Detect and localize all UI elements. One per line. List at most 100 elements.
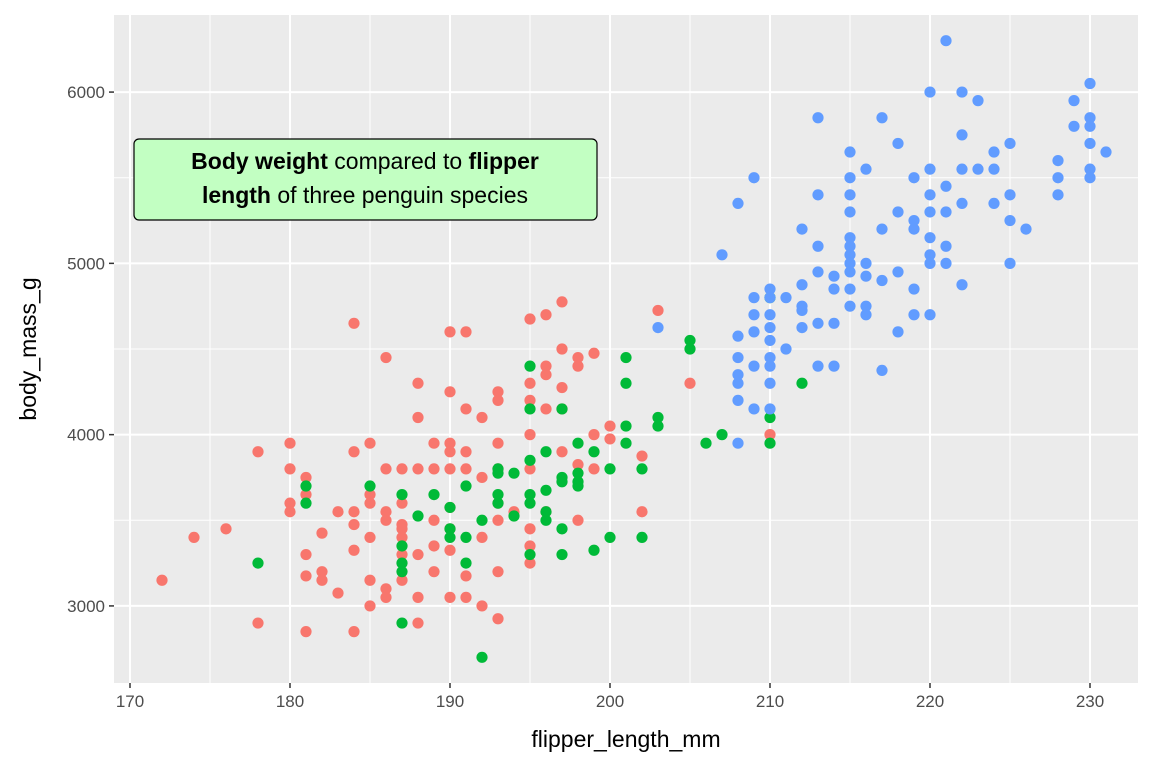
data-point	[892, 206, 904, 218]
data-point	[1068, 120, 1080, 132]
data-point	[924, 257, 936, 269]
data-point	[828, 283, 840, 295]
data-point	[460, 446, 472, 458]
data-point	[844, 232, 856, 244]
data-point	[284, 463, 296, 475]
data-point	[524, 557, 536, 569]
data-point	[988, 146, 1000, 158]
data-point	[524, 377, 536, 389]
data-point	[444, 591, 456, 603]
data-point	[924, 163, 936, 175]
data-point	[796, 279, 808, 291]
data-point	[812, 317, 824, 329]
data-point	[844, 300, 856, 312]
data-point	[844, 283, 856, 295]
data-point	[988, 197, 1000, 210]
data-point	[812, 112, 824, 124]
data-point	[412, 510, 424, 522]
data-point	[748, 326, 760, 338]
data-point	[764, 429, 776, 441]
data-point	[1084, 163, 1096, 175]
annotation-background	[133, 138, 598, 221]
data-point	[556, 523, 568, 535]
data-point	[396, 488, 408, 501]
data-point	[396, 617, 408, 629]
data-point	[476, 651, 488, 663]
data-point	[588, 347, 600, 359]
data-point	[780, 343, 792, 355]
data-point	[524, 488, 536, 501]
data-point	[1004, 137, 1016, 150]
data-point	[940, 35, 952, 47]
data-point	[828, 270, 840, 282]
data-point	[700, 437, 712, 449]
data-point	[1052, 189, 1064, 201]
data-point	[444, 501, 456, 514]
data-point	[524, 394, 536, 406]
data-point	[956, 197, 968, 210]
data-point	[732, 197, 744, 210]
data-point	[876, 274, 888, 287]
data-point	[540, 309, 552, 321]
y-tick-label: 3000	[67, 597, 105, 616]
data-point	[540, 403, 552, 415]
data-point	[1004, 214, 1016, 227]
data-point	[396, 566, 408, 578]
data-point	[156, 574, 168, 586]
data-point	[300, 497, 312, 509]
data-point	[380, 591, 392, 603]
data-point	[588, 429, 600, 441]
data-point	[604, 463, 616, 475]
data-point	[956, 163, 968, 175]
annotation-bold-body-weight: Body weight	[191, 148, 328, 174]
data-point	[492, 386, 504, 398]
data-point	[924, 249, 936, 261]
data-point	[348, 446, 360, 458]
data-point	[556, 296, 568, 308]
data-point	[812, 189, 824, 201]
data-point	[396, 531, 408, 544]
data-point	[300, 480, 312, 492]
data-point	[316, 574, 328, 586]
data-point	[396, 540, 408, 552]
data-point	[444, 326, 456, 338]
data-point	[460, 480, 472, 492]
data-point	[476, 514, 488, 526]
data-points	[156, 35, 1112, 663]
data-point	[844, 240, 856, 252]
annotation-bold-flipper: flipper	[469, 148, 539, 174]
data-point	[796, 304, 808, 317]
data-point	[300, 471, 312, 484]
data-point	[636, 506, 648, 518]
data-point	[588, 463, 600, 475]
data-point	[252, 557, 264, 569]
data-point	[220, 523, 232, 535]
data-point	[844, 257, 856, 269]
data-point	[412, 463, 424, 475]
data-point	[1052, 154, 1064, 167]
data-point	[364, 574, 376, 586]
data-point	[732, 377, 744, 389]
data-point	[316, 527, 328, 539]
data-point	[908, 214, 920, 227]
data-point	[812, 240, 824, 252]
data-point	[764, 403, 776, 415]
data-point	[348, 506, 360, 518]
data-point	[524, 523, 536, 535]
data-point	[588, 544, 600, 556]
data-point	[892, 266, 904, 278]
data-point	[956, 86, 968, 98]
data-point	[188, 531, 200, 544]
data-point	[924, 232, 936, 244]
data-point	[716, 249, 728, 261]
data-point	[444, 446, 456, 458]
data-point	[652, 411, 664, 424]
data-point	[572, 514, 584, 526]
data-point	[412, 377, 424, 389]
data-point	[476, 600, 488, 612]
data-point	[604, 531, 616, 544]
data-point	[428, 514, 440, 526]
data-point	[556, 446, 568, 458]
data-point	[1084, 120, 1096, 132]
data-point	[876, 112, 888, 124]
